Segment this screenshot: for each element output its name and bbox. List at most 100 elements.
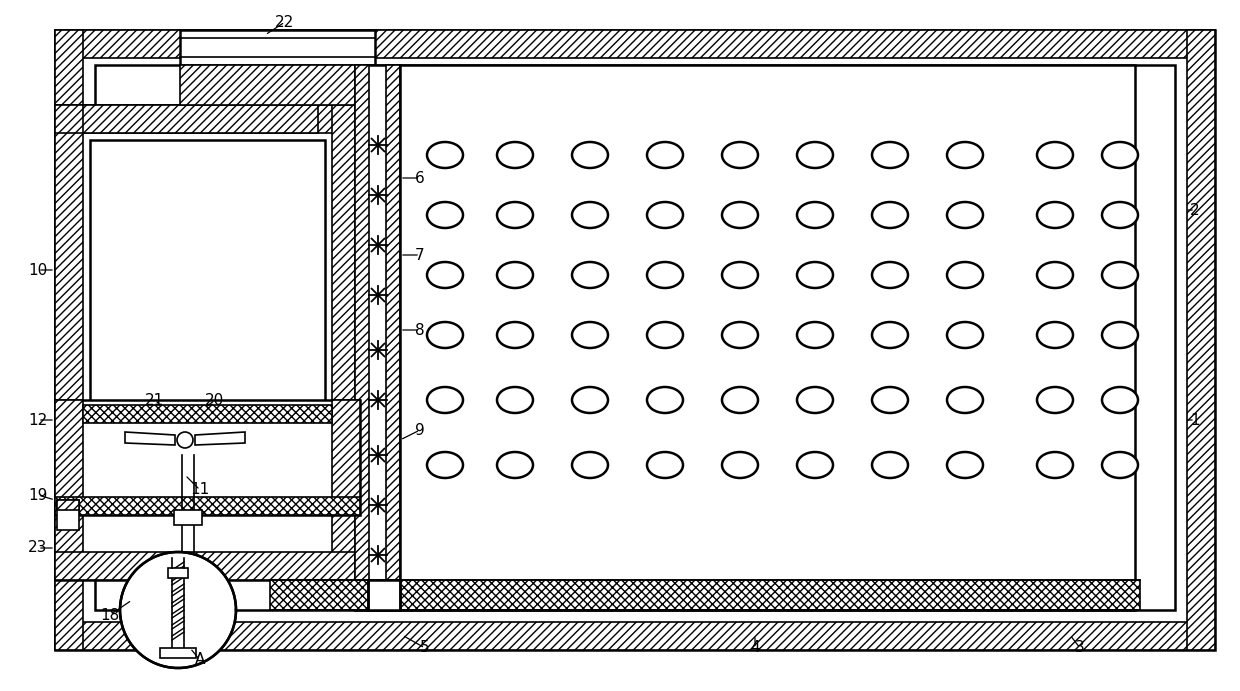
Ellipse shape <box>797 452 833 478</box>
Ellipse shape <box>1037 452 1073 478</box>
Bar <box>167 568 188 578</box>
Bar <box>83 105 317 133</box>
Bar <box>57 500 79 530</box>
Text: 9: 9 <box>415 422 425 437</box>
Text: 20: 20 <box>206 392 224 408</box>
Ellipse shape <box>497 452 533 478</box>
Ellipse shape <box>1102 202 1138 228</box>
Ellipse shape <box>572 142 608 168</box>
Ellipse shape <box>947 452 983 478</box>
Ellipse shape <box>872 387 908 413</box>
Bar <box>160 648 196 658</box>
Bar <box>95 65 1176 610</box>
Bar <box>55 622 1215 650</box>
Text: A: A <box>195 652 205 668</box>
Ellipse shape <box>572 452 608 478</box>
Ellipse shape <box>722 142 758 168</box>
Ellipse shape <box>797 202 833 228</box>
Bar <box>55 105 360 133</box>
Bar <box>55 30 1215 650</box>
Ellipse shape <box>1037 202 1073 228</box>
Bar <box>180 65 374 105</box>
Bar <box>55 105 83 580</box>
Bar <box>332 400 360 515</box>
Text: 21: 21 <box>145 392 165 408</box>
Ellipse shape <box>427 322 463 348</box>
Bar <box>55 400 360 515</box>
Ellipse shape <box>427 262 463 288</box>
Text: 10: 10 <box>29 263 47 278</box>
Bar <box>386 65 401 610</box>
Ellipse shape <box>572 322 608 348</box>
Bar <box>368 580 401 610</box>
Polygon shape <box>195 432 246 445</box>
Ellipse shape <box>872 322 908 348</box>
Bar <box>270 580 1140 610</box>
Ellipse shape <box>497 387 533 413</box>
Ellipse shape <box>427 142 463 168</box>
Bar <box>332 105 360 580</box>
Ellipse shape <box>427 202 463 228</box>
Ellipse shape <box>1102 142 1138 168</box>
Ellipse shape <box>947 322 983 348</box>
Text: 19: 19 <box>29 487 47 502</box>
Text: 3: 3 <box>1075 641 1085 656</box>
Ellipse shape <box>1102 387 1138 413</box>
Ellipse shape <box>427 452 463 478</box>
Bar <box>55 400 83 515</box>
Text: 12: 12 <box>29 413 47 428</box>
Ellipse shape <box>872 452 908 478</box>
Ellipse shape <box>647 202 683 228</box>
Bar <box>174 510 202 525</box>
Circle shape <box>120 552 236 668</box>
Ellipse shape <box>797 262 833 288</box>
Ellipse shape <box>647 142 683 168</box>
Ellipse shape <box>722 322 758 348</box>
Text: 4: 4 <box>750 641 760 656</box>
Bar <box>55 30 83 650</box>
Ellipse shape <box>572 202 608 228</box>
Text: 8: 8 <box>415 323 425 337</box>
Ellipse shape <box>497 142 533 168</box>
Ellipse shape <box>872 142 908 168</box>
Ellipse shape <box>1102 322 1138 348</box>
Ellipse shape <box>1037 322 1073 348</box>
Ellipse shape <box>497 322 533 348</box>
Ellipse shape <box>722 387 758 413</box>
Ellipse shape <box>947 142 983 168</box>
Bar <box>57 500 79 510</box>
Ellipse shape <box>572 387 608 413</box>
Ellipse shape <box>1037 142 1073 168</box>
Ellipse shape <box>497 202 533 228</box>
Ellipse shape <box>872 262 908 288</box>
Bar <box>55 30 1215 58</box>
Ellipse shape <box>947 202 983 228</box>
Text: 2: 2 <box>1190 202 1200 218</box>
Text: 7: 7 <box>415 247 425 263</box>
Ellipse shape <box>427 387 463 413</box>
Text: 6: 6 <box>415 171 425 185</box>
Circle shape <box>177 432 193 448</box>
Bar <box>355 65 401 610</box>
Bar <box>55 105 360 580</box>
Polygon shape <box>125 432 175 445</box>
Text: 11: 11 <box>191 482 210 498</box>
Bar <box>55 497 360 515</box>
Ellipse shape <box>572 262 608 288</box>
Ellipse shape <box>647 322 683 348</box>
Bar <box>1187 30 1215 650</box>
Ellipse shape <box>797 322 833 348</box>
Ellipse shape <box>947 387 983 413</box>
Ellipse shape <box>872 202 908 228</box>
Ellipse shape <box>1102 262 1138 288</box>
Ellipse shape <box>1102 452 1138 478</box>
Bar <box>355 65 370 610</box>
Ellipse shape <box>947 262 983 288</box>
Bar <box>180 30 374 65</box>
Text: 23: 23 <box>29 540 47 556</box>
Ellipse shape <box>722 452 758 478</box>
Bar <box>83 405 332 423</box>
Text: 18: 18 <box>100 607 119 623</box>
Ellipse shape <box>797 142 833 168</box>
Ellipse shape <box>497 262 533 288</box>
